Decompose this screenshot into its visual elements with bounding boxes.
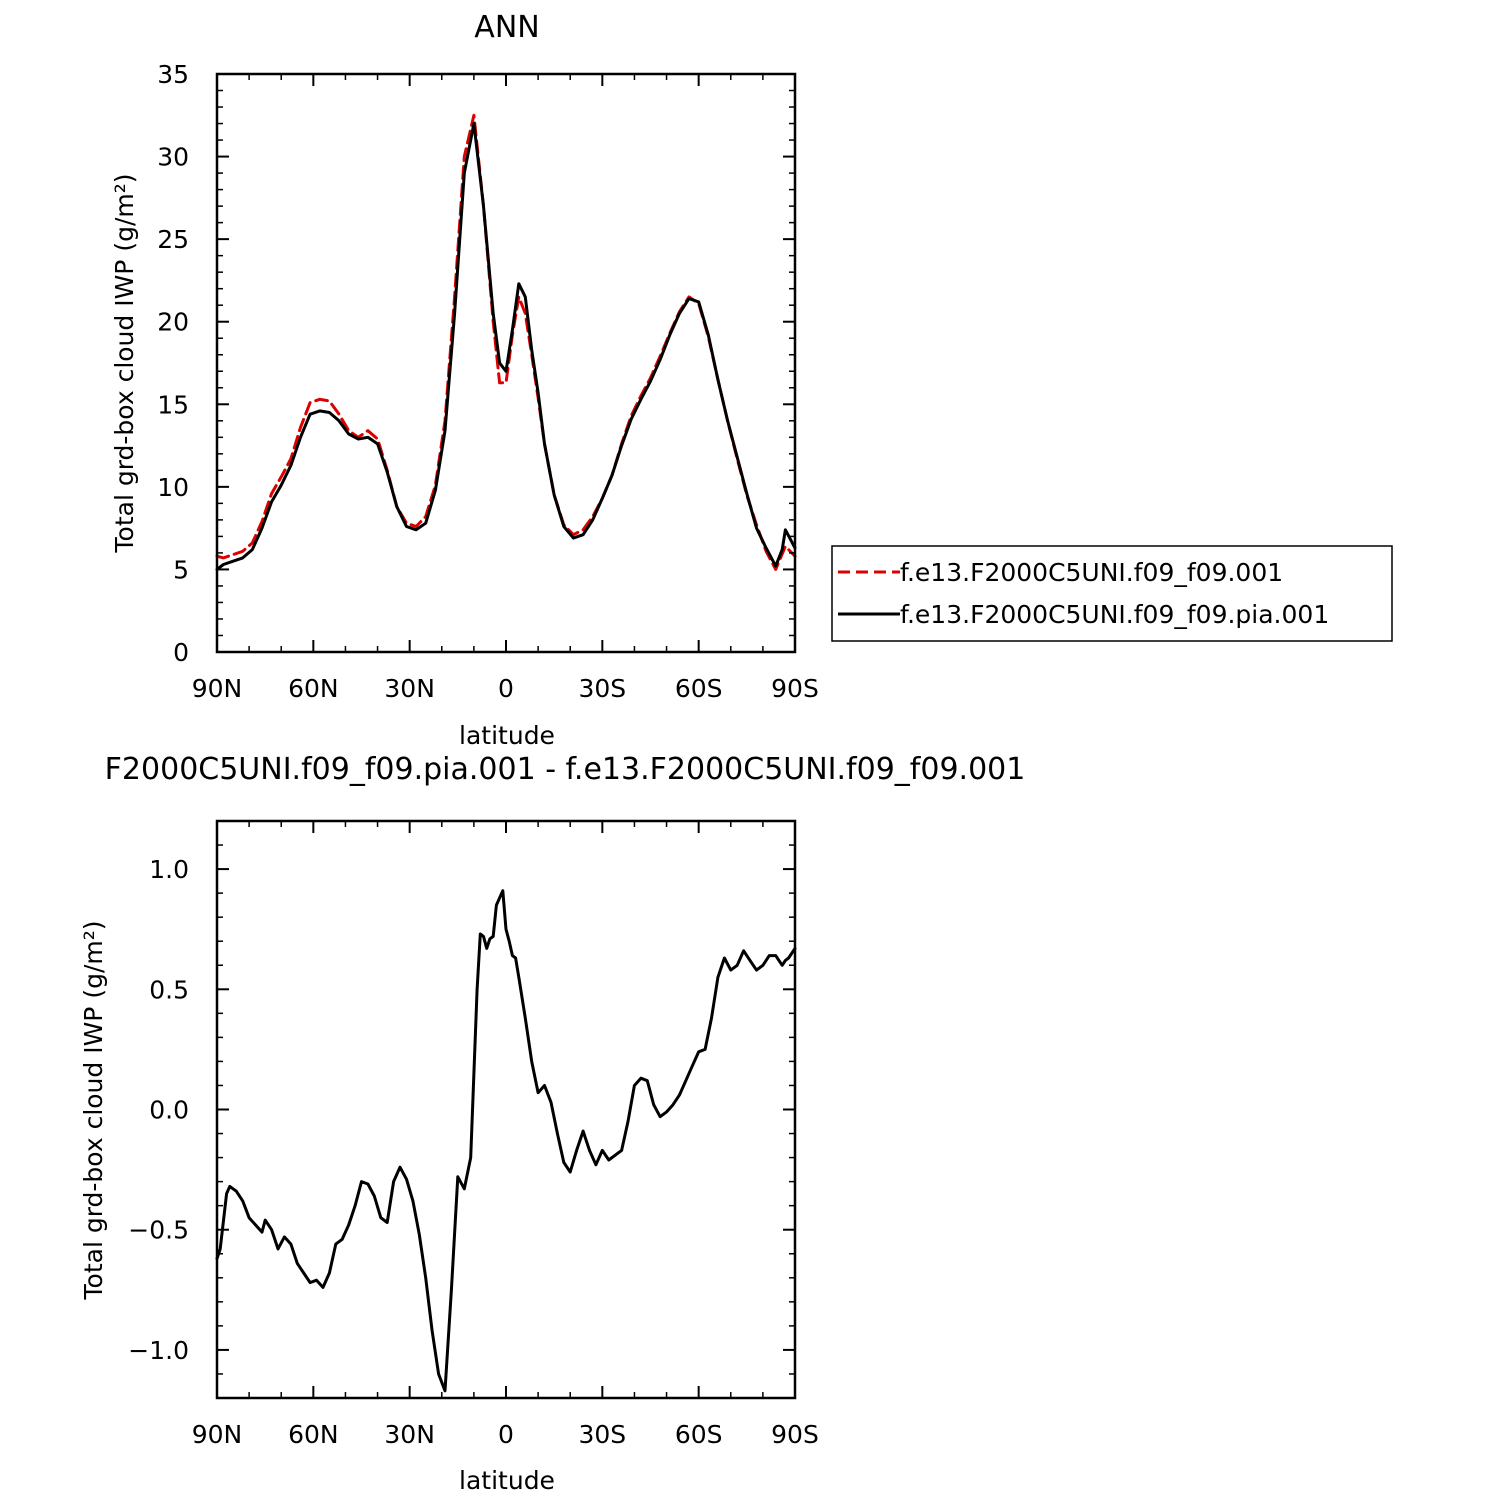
y-tick-label: 0	[173, 638, 189, 667]
x-tick-label: 60S	[675, 1420, 723, 1449]
plot-frame	[215, 819, 797, 1400]
x-tick-label: 30S	[578, 674, 626, 703]
climatology-panel: ANN 90N 60N 30N 0 30S 60S 90S 0 5 10 15 20 25 30 35 l…	[110, 10, 1393, 750]
y-tick-label: 10	[157, 473, 189, 502]
y-tick-label: −0.5	[128, 1216, 189, 1245]
y-tick-label: 15	[157, 390, 189, 419]
x-axis-ticks: 90N 60N 30N 0 30S 60S 90S	[192, 821, 819, 1449]
legend: f.e13.F2000C5UNI.f09_f09.001 f.e13.F2000…	[831, 545, 1393, 642]
series-line-2	[215, 122, 797, 571]
y-tick-label: 20	[157, 308, 189, 337]
y-axis-ticks: 0 5 10 15 20 25 30 35	[157, 60, 795, 667]
plot-area	[215, 113, 797, 571]
x-tick-label: 60S	[675, 674, 723, 703]
x-tick-label: 0	[498, 1420, 514, 1449]
x-axis-ticks: 90N 60N 30N 0 30S 60S 90S	[192, 74, 819, 703]
legend-box	[831, 545, 1393, 642]
x-tick-label: 60N	[288, 1420, 339, 1449]
x-tick-label: 30N	[384, 1420, 435, 1449]
series-line-1	[215, 113, 797, 571]
legend-entry-series-1: f.e13.F2000C5UNI.f09_f09.001	[900, 558, 1283, 587]
legend-entry-series-2: f.e13.F2000C5UNI.f09_f09.pia.001	[900, 600, 1329, 629]
difference-panel: F2000C5UNI.f09_f09.pia.001 - f.e13.F2000…	[79, 752, 1025, 1495]
x-tick-label: 90S	[771, 1420, 819, 1449]
x-tick-label: 90N	[192, 1420, 243, 1449]
y-axis-ticks: −1.0 −0.5 0.0 0.5 1.0	[128, 820, 795, 1375]
y-tick-label: 25	[157, 225, 189, 254]
y-tick-label: 1.0	[149, 855, 189, 884]
y-tick-label: −1.0	[128, 1336, 189, 1365]
x-tick-label: 90S	[771, 674, 819, 703]
panel-title: F2000C5UNI.f09_f09.pia.001 - f.e13.F2000…	[105, 752, 1026, 787]
x-tick-label: 60N	[288, 674, 339, 703]
x-axis-label: latitude	[459, 721, 555, 750]
panel-title: ANN	[474, 10, 539, 45]
y-tick-label: 30	[157, 143, 189, 172]
series-line-1	[215, 889, 797, 1393]
y-tick-label: 35	[157, 60, 189, 89]
y-axis-label: Total grd-box cloud IWP (g/m²)	[110, 173, 139, 553]
y-tick-label: 5	[173, 555, 189, 584]
x-tick-label: 30N	[384, 674, 435, 703]
y-axis-label: Total grd-box cloud IWP (g/m²)	[79, 920, 108, 1300]
x-tick-label: 90N	[192, 674, 243, 703]
x-axis-label: latitude	[459, 1466, 555, 1495]
y-tick-label: 0.0	[149, 1096, 189, 1125]
y-tick-label: 0.5	[149, 975, 189, 1004]
x-tick-label: 0	[498, 674, 514, 703]
x-tick-label: 30S	[578, 1420, 626, 1449]
plot-area	[215, 889, 797, 1393]
